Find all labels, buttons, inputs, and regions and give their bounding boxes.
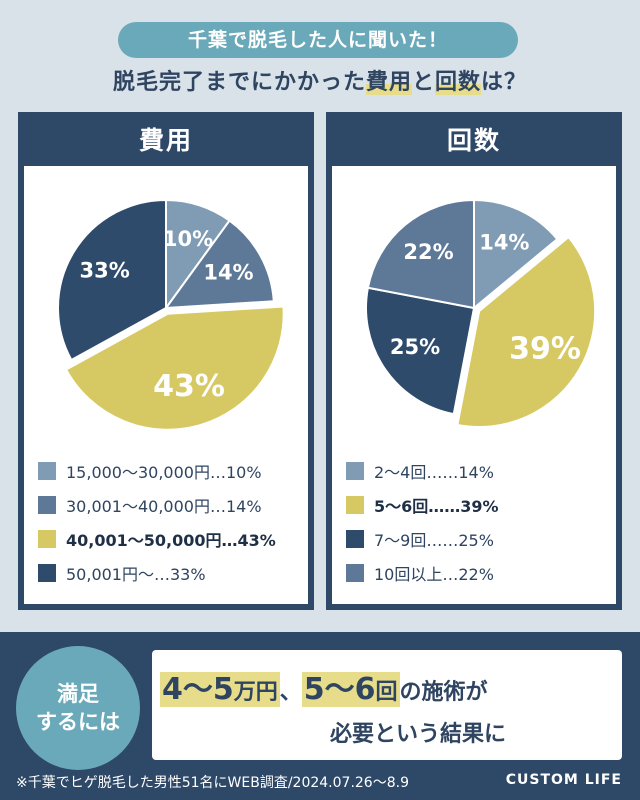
result-count-unit: 回 [375,680,398,705]
pie-slice-1 [473,198,559,311]
headline-count: 回数 [435,70,482,95]
result-cost-unit: 万円 [233,680,278,705]
headline-mid: と [411,70,435,95]
legend-item: 15,000〜30,000円…10% [38,454,308,488]
headline-post: は？ [481,70,528,95]
legend-label: 50,001円〜…33% [66,565,206,584]
result-section: 満足 するには 4〜5万円、5〜6回の施術が 必要という結果に ※千葉でヒゲ脱毛… [0,632,640,800]
satisfaction-badge: 満足 するには [16,646,140,770]
pie-slice-2 [456,235,597,428]
legend-swatch [38,530,56,548]
pie-slice-label: 14% [203,261,253,285]
pie-slice-3 [365,286,476,416]
pie-slice-3 [64,305,285,431]
result-sep: 、 [279,680,302,705]
result-tail: の施術が [399,680,488,705]
result-cost: 4〜5万円 [160,672,280,707]
pie-slice-label: 25% [390,335,440,359]
result-count: 5〜6回 [301,672,400,707]
legend-swatch [346,462,364,480]
legend-label: 10回以上…22% [374,565,494,584]
result-box: 4〜5万円、5〜6回の施術が 必要という結果に [152,650,622,760]
badge-line2: するには [36,710,120,734]
result-cost-value: 4〜5 [162,672,234,707]
pie-slice-label: 33% [80,259,130,283]
pie-slice-4 [366,198,475,310]
legend-item: 5〜6回……39% [346,488,616,522]
cost-legend: 15,000〜30,000円…10% 30,001〜40,000円…14% 40,0… [38,454,308,590]
legend-label: 40,001〜50,000円…43% [66,531,276,550]
legend-swatch [346,530,364,548]
badge-line1: 満足 [57,682,99,706]
result-count-value: 5〜6 [303,672,376,707]
legend-item: 30,001〜40,000円…14% [38,488,308,522]
pie-slice-4 [57,198,167,362]
brand-logo: CUSTOM LIFE [505,772,622,788]
legend-swatch [346,496,364,514]
legend-label: 7〜9回……25% [374,531,494,550]
footnote: ※千葉でヒゲ脱毛した男性51名にWEB調査/2024.07.26〜8.9 [16,775,409,791]
pie-slice-label: 14% [479,231,529,255]
count-panel-title: 回数 [332,118,616,166]
legend-item: 2〜4回……14% [346,454,616,488]
legend-swatch [346,564,364,582]
headline-pre: 脱毛完了までにかかった [112,70,366,95]
legend-item: 7〜9回……25% [346,522,616,556]
count-legend: 2〜4回……14% 5〜6回……39% 7〜9回……25% 10回以上…22% [346,454,616,590]
cost-pie-chart: 10% 14% 43% 33% [57,198,285,431]
headline-cost: 費用 [365,70,412,95]
pie-slice-label: 39% [509,332,581,367]
legend-label: 30,001〜40,000円…14% [66,497,262,516]
pie-slice-2 [163,219,275,310]
headline: 脱毛完了までにかかった費用と回数は？ [0,64,640,96]
legend-swatch [38,564,56,582]
legend-item: 50,001円〜…33% [38,556,308,590]
count-pie-chart: 14% 39% 25% 22% [365,198,597,428]
legend-swatch [38,462,56,480]
legend-label: 5〜6回……39% [374,497,499,516]
result-line2: 必要という結果に [330,722,507,747]
pie-slice-label: 43% [153,369,225,404]
legend-item: 10回以上…22% [346,556,616,590]
count-panel: 回数 14% 39% 25% 22% 2〜4回……14% 5〜6回……39% 7〜9回……… [326,112,622,610]
survey-banner: 千葉で脱毛した人に聞いた！ [118,22,518,58]
cost-panel-title: 費用 [24,118,308,166]
legend-label: 2〜4回……14% [374,463,494,482]
legend-label: 15,000〜30,000円…10% [66,463,262,482]
pie-slice-label: 22% [403,240,453,264]
cost-panel: 費用 10% 14% 43% 33% 15,000〜30,000円…10% 30,001… [18,112,314,610]
pie-slice-label: 10% [163,227,213,251]
result-line1: 4〜5万円、5〜6回の施術が [160,664,488,708]
legend-swatch [38,496,56,514]
legend-item: 40,001〜50,000円…43% [38,522,308,556]
